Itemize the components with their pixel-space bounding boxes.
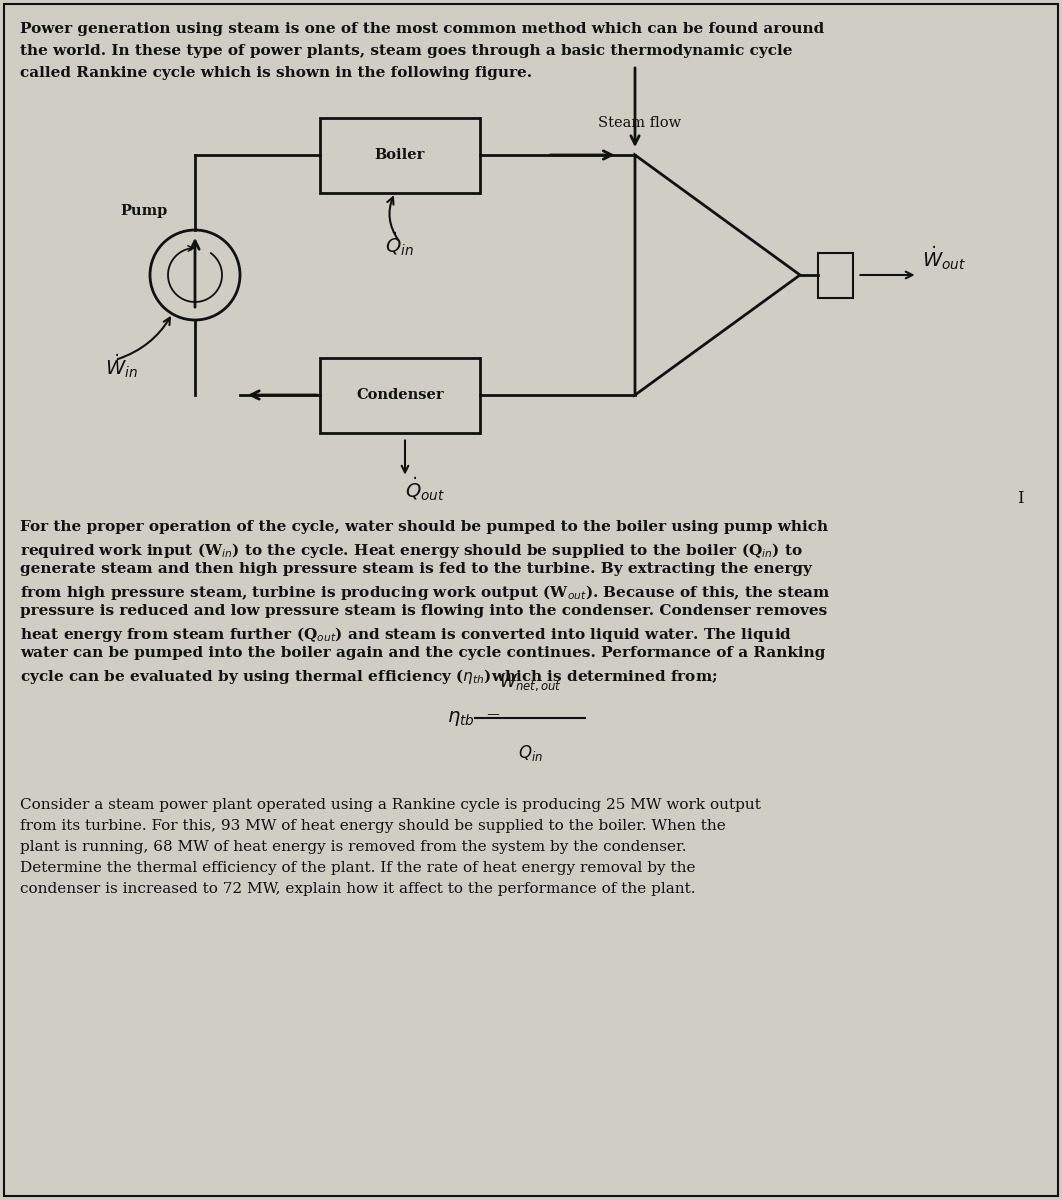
Text: $\dot{Q}_{out}$: $\dot{Q}_{out}$ xyxy=(405,475,445,503)
Text: heat energy from steam further (Q$_{out}$) and steam is converted into liquid wa: heat energy from steam further (Q$_{out}… xyxy=(20,625,792,644)
Text: I: I xyxy=(1016,490,1024,506)
Text: Pump: Pump xyxy=(120,204,167,218)
Text: $\dot{W}_{out}$: $\dot{W}_{out}$ xyxy=(923,245,966,272)
Text: water can be pumped into the boiler again and the cycle continues. Performance o: water can be pumped into the boiler agai… xyxy=(20,646,825,660)
Text: $\dot{W}_{in}$: $\dot{W}_{in}$ xyxy=(105,353,138,380)
Text: condenser is increased to 72 MW, explain how it affect to the performance of the: condenser is increased to 72 MW, explain… xyxy=(20,882,696,896)
Text: called Rankine cycle which is shown in the following figure.: called Rankine cycle which is shown in t… xyxy=(20,66,532,80)
Text: Determine the thermal efficiency of the plant. If the rate of heat energy remova: Determine the thermal efficiency of the … xyxy=(20,862,696,875)
Text: For the proper operation of the cycle, water should be pumped to the boiler usin: For the proper operation of the cycle, w… xyxy=(20,520,828,534)
Bar xyxy=(320,118,480,192)
Text: generate steam and then high pressure steam is fed to the turbine. By extracting: generate steam and then high pressure st… xyxy=(20,562,811,576)
Text: $\dot{Q}_{in}$: $\dot{Q}_{in}$ xyxy=(386,230,414,258)
Text: Power generation using steam is one of the most common method which can be found: Power generation using steam is one of t… xyxy=(20,22,824,36)
Text: =: = xyxy=(485,709,500,727)
Text: Boiler: Boiler xyxy=(375,148,425,162)
Text: $\eta_{tb}$: $\eta_{tb}$ xyxy=(447,708,475,727)
Text: pressure is reduced and low pressure steam is flowing into the condenser. Conden: pressure is reduced and low pressure ste… xyxy=(20,604,827,618)
Text: plant is running, 68 MW of heat energy is removed from the system by the condens: plant is running, 68 MW of heat energy i… xyxy=(20,840,686,854)
Text: required work input (W$_{in}$) to the cycle. Heat energy should be supplied to t: required work input (W$_{in}$) to the cy… xyxy=(20,541,803,560)
Text: cycle can be evaluated by using thermal efficiency ($\eta_{th}$)which is determi: cycle can be evaluated by using thermal … xyxy=(20,667,718,686)
Bar xyxy=(818,252,853,298)
Bar xyxy=(320,358,480,432)
Text: the world. In these type of power plants, steam goes through a basic thermodynam: the world. In these type of power plants… xyxy=(20,44,792,58)
Text: $W_{net,out}$: $W_{net,out}$ xyxy=(498,672,562,692)
Text: Condenser: Condenser xyxy=(356,388,444,402)
Text: $Q_{in}$: $Q_{in}$ xyxy=(517,743,543,763)
Text: from high pressure steam, turbine is producing work output (W$_{out}$). Because : from high pressure steam, turbine is pro… xyxy=(20,583,830,602)
Text: Steam flow: Steam flow xyxy=(598,116,681,130)
Text: from its turbine. For this, 93 MW of heat energy should be supplied to the boile: from its turbine. For this, 93 MW of hea… xyxy=(20,818,725,833)
Text: Consider a steam power plant operated using a Rankine cycle is producing 25 MW w: Consider a steam power plant operated us… xyxy=(20,798,760,812)
